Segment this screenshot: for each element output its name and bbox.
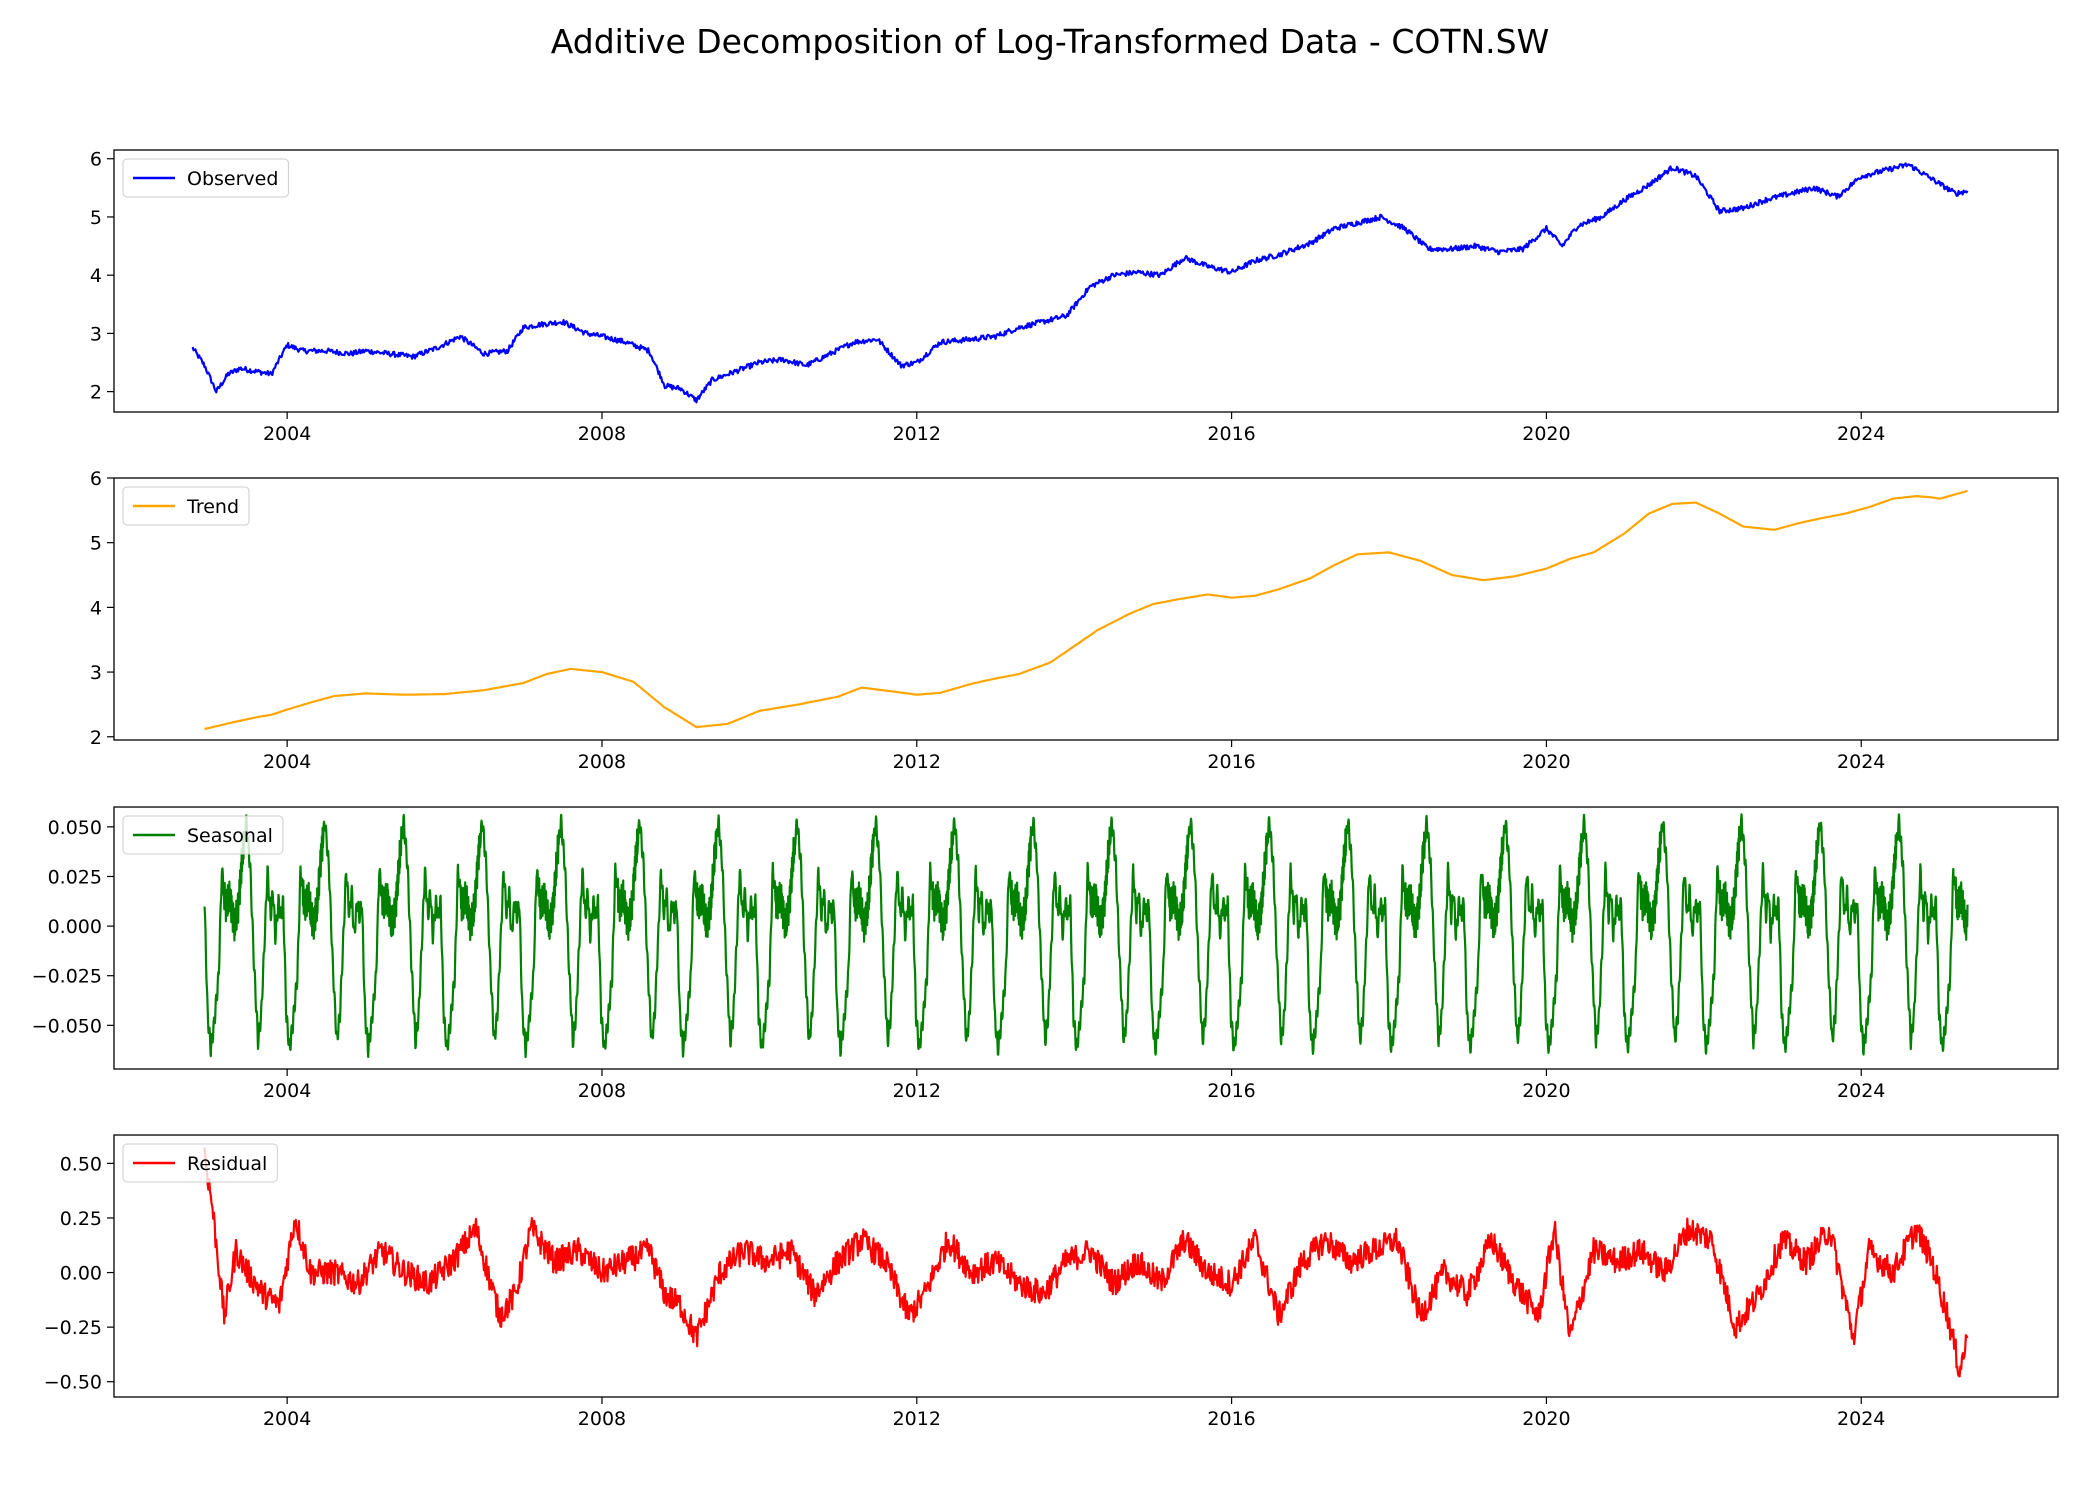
x-tick-label: 2016: [1207, 751, 1255, 773]
x-tick-label: 2004: [263, 1408, 311, 1430]
y-tick-label: 6: [90, 468, 102, 490]
y-tick-label: 4: [90, 265, 102, 287]
legend-label: Observed: [187, 168, 278, 190]
subplot-seasonal: 2004 2008 2012 2016 2020 2024 0.050 0.025 0.000 −…: [32, 806, 2059, 1102]
legend-box: [122, 815, 284, 855]
y-tick-label: 6: [90, 149, 102, 171]
x-tick-label: 2020: [1522, 751, 1570, 773]
axes-frame: [113, 477, 2059, 741]
legend-box: [122, 486, 250, 526]
legend-label: Trend: [186, 496, 239, 518]
legend-box: [122, 158, 289, 198]
legend: Residual: [122, 1143, 278, 1183]
y-tick-label: 0.00: [60, 1263, 102, 1285]
x-tick-label: 2008: [578, 1080, 626, 1102]
y-tick-label: 4: [90, 597, 102, 619]
x-tick-label: 2024: [1837, 751, 1885, 773]
axes-frame: [113, 149, 2059, 413]
x-tick-label: 2024: [1837, 1408, 1885, 1430]
legend: Seasonal: [122, 815, 284, 855]
y-tick-label: 0.050: [48, 817, 102, 839]
y-tick-label: −0.50: [44, 1372, 102, 1394]
series-line-residual: [203, 1147, 1969, 1378]
legend-label: Seasonal: [187, 825, 273, 847]
figure-title: Additive Decomposition of Log-Transforme…: [550, 22, 1550, 61]
x-tick-label: 2012: [893, 1408, 941, 1430]
y-tick-label: 0.000: [48, 916, 102, 938]
x-tick-label: 2012: [893, 1080, 941, 1102]
series-line-seasonal: [203, 813, 1969, 1059]
axes-frame: [113, 1134, 2059, 1398]
y-tick-label: 2: [90, 727, 102, 749]
subplot-residual: 2004 2008 2012 2016 2020 2024 0.50 0.25 0.00 −0.2…: [44, 1134, 2059, 1430]
x-tick-label: 2024: [1837, 423, 1885, 445]
x-tick-label: 2008: [578, 423, 626, 445]
legend: Observed: [122, 158, 289, 198]
x-tick-label: 2008: [578, 751, 626, 773]
subplot-observed: 2004 2008 2012 2016 2020 2024 2 3 4 5 6 Observed: [90, 149, 2059, 445]
x-tick-label: 2020: [1522, 1408, 1570, 1430]
y-tick-label: −0.25: [44, 1317, 102, 1339]
x-tick-label: 2004: [263, 751, 311, 773]
x-tick-label: 2012: [893, 423, 941, 445]
legend-label: Residual: [187, 1153, 267, 1175]
axes-frame: [113, 806, 2059, 1070]
x-tick-label: 2016: [1207, 423, 1255, 445]
y-tick-label: 5: [90, 533, 102, 555]
y-tick-label: 0.025: [48, 866, 102, 888]
legend: Trend: [122, 486, 250, 526]
y-tick-label: 5: [90, 207, 102, 229]
x-tick-label: 2020: [1522, 423, 1570, 445]
series-line-trend: [204, 489, 1968, 731]
x-tick-label: 2020: [1522, 1080, 1570, 1102]
x-tick-label: 2016: [1207, 1408, 1255, 1430]
y-tick-label: 3: [90, 662, 102, 684]
legend-box: [122, 1143, 278, 1183]
subplot-trend: 2004 2008 2012 2016 2020 2024 2 3 4 5 6 Trend: [90, 468, 2059, 773]
x-tick-label: 2012: [893, 751, 941, 773]
y-tick-label: 2: [90, 382, 102, 404]
y-tick-label: 0.50: [60, 1153, 102, 1175]
x-tick-label: 2016: [1207, 1080, 1255, 1102]
x-tick-label: 2004: [263, 1080, 311, 1102]
x-tick-label: 2008: [578, 1408, 626, 1430]
y-tick-label: −0.050: [32, 1015, 102, 1037]
x-tick-label: 2004: [263, 423, 311, 445]
series-line-observed: [191, 162, 1969, 404]
y-tick-label: 3: [90, 323, 102, 345]
x-tick-label: 2024: [1837, 1080, 1885, 1102]
y-tick-label: −0.025: [32, 966, 102, 988]
y-tick-label: 0.25: [60, 1208, 102, 1230]
